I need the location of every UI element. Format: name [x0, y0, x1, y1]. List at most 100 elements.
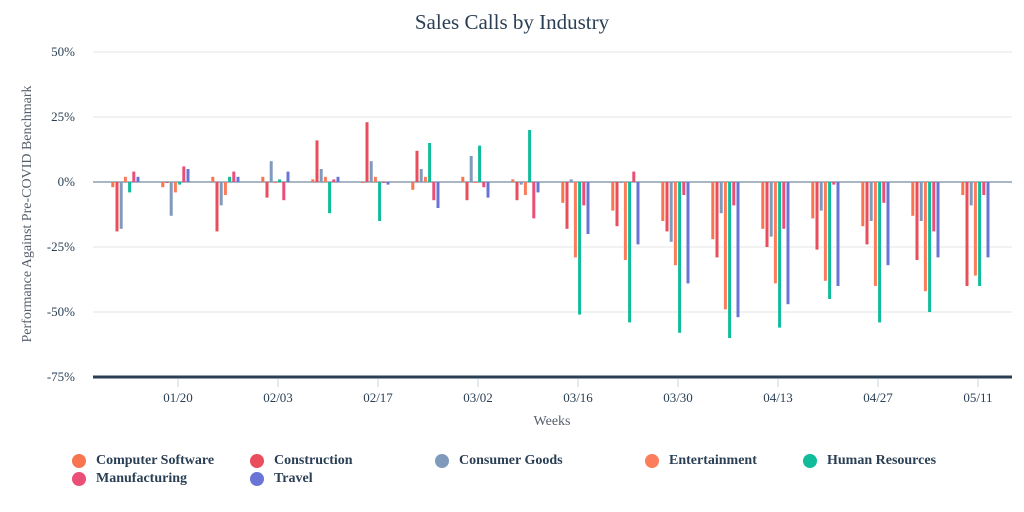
bar [323, 176, 327, 182]
bar [311, 179, 315, 182]
bar [611, 182, 615, 211]
bar [232, 171, 236, 182]
bar [486, 182, 490, 198]
bar [361, 182, 365, 183]
x-axis-title: Weeks [534, 414, 571, 429]
bar [378, 182, 382, 221]
legend-item[interactable]: Computer Software [72, 452, 214, 470]
bar [169, 182, 173, 216]
bar [461, 176, 465, 182]
bar [832, 182, 836, 185]
bar [528, 130, 532, 182]
bar [623, 182, 627, 260]
bar [582, 182, 586, 206]
bar [865, 182, 869, 245]
bar [286, 171, 290, 182]
bar [473, 182, 477, 183]
x-axis-ticks: 01/20 02/03 02/17 03/02 03/16 03/30 04/13 04/27… [163, 379, 993, 405]
bar [419, 169, 423, 182]
bar [532, 182, 536, 219]
bar [669, 182, 673, 242]
bar [819, 182, 823, 211]
legend-label: Entertainment [669, 453, 757, 468]
x-tick-label: 01/20 [163, 390, 193, 405]
x-tick-label: 02/03 [263, 390, 293, 405]
bar [269, 161, 273, 182]
bar [215, 182, 219, 232]
bar [715, 182, 719, 258]
bar [915, 182, 919, 260]
bar [182, 166, 186, 182]
bar [436, 182, 440, 208]
bar [386, 182, 390, 185]
y-tick-label: 0% [58, 174, 76, 189]
bar [478, 145, 482, 182]
bar [782, 182, 786, 229]
legend-label: Computer Software [96, 453, 215, 468]
bar [873, 182, 877, 286]
bar [886, 182, 890, 266]
legend-marker-icon [72, 454, 86, 468]
legend-label: Human Resources [827, 453, 937, 468]
bar [319, 169, 323, 182]
bar [778, 182, 782, 328]
bar [261, 176, 265, 182]
chart-title: Sales Calls by Industry [415, 10, 610, 34]
legend-item[interactable]: Entertainment [645, 452, 757, 470]
legend-item[interactable]: Construction [250, 452, 353, 470]
bar [228, 176, 232, 182]
bar [178, 182, 182, 185]
bar [619, 182, 623, 183]
bar [119, 182, 123, 229]
bar [961, 182, 965, 195]
bar [878, 182, 882, 323]
y-tick-label: -50% [47, 304, 75, 319]
bar [328, 182, 332, 214]
bar [369, 161, 373, 182]
bar [578, 182, 582, 315]
bar [765, 182, 769, 247]
bar [373, 176, 377, 182]
bar [928, 182, 932, 312]
bar [428, 143, 432, 182]
bar [828, 182, 832, 299]
bar [736, 182, 740, 318]
legend-marker-icon [72, 472, 86, 486]
bar [661, 182, 665, 221]
bar [682, 182, 686, 195]
bar [336, 176, 340, 182]
bar [111, 182, 115, 188]
bar [382, 182, 386, 183]
bar [565, 182, 569, 229]
bar [282, 182, 286, 201]
bar [186, 169, 190, 182]
bar [515, 182, 519, 201]
legend-item[interactable]: Manufacturing [72, 470, 187, 488]
bar [786, 182, 790, 305]
bar [561, 182, 565, 203]
legend-label: Manufacturing [96, 471, 187, 486]
bar [711, 182, 715, 240]
bar [719, 182, 723, 214]
legend-item[interactable]: Travel [250, 470, 313, 488]
bar [332, 179, 336, 182]
bar [723, 182, 727, 310]
legend-item[interactable]: Consumer Goods [435, 452, 563, 470]
bar [673, 182, 677, 266]
bar [615, 182, 619, 227]
legend-label: Construction [274, 453, 353, 468]
bar [219, 182, 223, 206]
x-tick-label: 05/11 [963, 390, 992, 405]
gridlines [93, 51, 1012, 313]
bar [969, 182, 973, 206]
bar [315, 140, 319, 182]
bar [919, 182, 923, 221]
bar [882, 182, 886, 203]
y-tick-label: 50% [51, 44, 75, 59]
legend-marker-icon [435, 454, 449, 468]
bar [173, 182, 177, 193]
bar [686, 182, 690, 284]
x-tick-label: 04/13 [763, 390, 793, 405]
legend-item[interactable]: Human Resources [803, 452, 936, 470]
bar [236, 176, 240, 182]
